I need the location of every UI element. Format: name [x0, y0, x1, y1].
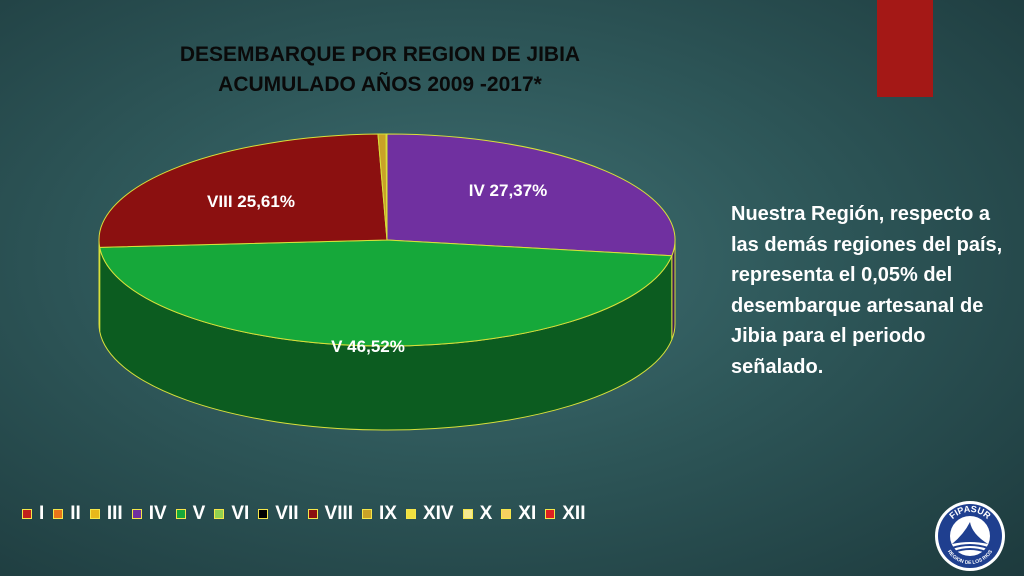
legend-label: VIII: [324, 503, 354, 524]
legend-swatch: [545, 509, 556, 519]
legend-item-v: V: [175, 503, 206, 525]
pie-slice-iv: [386, 133, 676, 257]
legend-label: V: [192, 503, 206, 524]
legend-label: X: [479, 503, 493, 524]
red-accent-tab: [877, 0, 933, 97]
legend-label: I: [39, 503, 45, 524]
legend-swatch: [258, 509, 269, 519]
legend-label: VI: [231, 503, 250, 524]
legend-swatch: [89, 509, 100, 519]
pie-side-viii: [98, 239, 101, 332]
chart-title: DESEMBARQUE POR REGION DE JIBIA ACUMULAD…: [100, 40, 660, 100]
legend-item-xii: XII: [545, 503, 585, 525]
legend-label: VII: [275, 503, 299, 524]
legend-swatch: [362, 509, 373, 519]
legend-label: XIV: [422, 503, 454, 524]
legend-label: XII: [562, 503, 586, 524]
legend-swatch: [214, 509, 225, 519]
legend-label: IX: [379, 503, 397, 524]
pie-slice-v: [99, 239, 673, 347]
legend-item-ix: IX: [362, 503, 397, 525]
legend-swatch: [53, 509, 64, 519]
legend-item-iv: IV: [131, 503, 167, 525]
legend-label: XI: [518, 503, 537, 524]
legend-item-ii: II: [53, 503, 81, 525]
svg-text:FIPASUR: FIPASUR: [947, 504, 993, 521]
region-note: Nuestra Región, respecto a las demás reg…: [731, 203, 1003, 378]
legend-swatch: [307, 509, 318, 519]
legend-item-vi: VI: [214, 503, 249, 525]
chart-title-line2: ACUMULADO AÑOS 2009 -2017*: [218, 73, 542, 96]
pie-slice-xiv: [385, 133, 388, 241]
legend-label: II: [70, 503, 81, 524]
legend-item-i: I: [22, 503, 44, 525]
legend-swatch: [501, 509, 512, 519]
chart-title-line1: DESEMBARQUE POR REGION DE JIBIA: [179, 43, 581, 66]
legend-swatch: [22, 509, 32, 519]
legend-item-vii: VII: [258, 503, 299, 525]
fipasur-logo: FIPASUR REGION DE LOS RIOS: [935, 501, 1005, 571]
legend-swatch: [462, 509, 473, 519]
chart-legend: I II III IV V VI VII VIII IX XIV X XI XII: [22, 502, 594, 526]
data-label-iv: IV 27,37%: [469, 181, 547, 200]
logo-name: FIPASUR: [947, 504, 993, 521]
legend-swatch: [131, 509, 142, 519]
legend-item-viii: VIII: [307, 503, 354, 525]
legend-label: III: [106, 503, 123, 524]
pie-slice-viii: [98, 133, 388, 248]
legend-swatch: [175, 509, 186, 519]
legend-item-xi: XI: [501, 503, 536, 525]
legend-label: IV: [148, 503, 167, 524]
legend-item-x: X: [462, 503, 493, 525]
data-label-viii: VIII 25,61%: [207, 192, 295, 211]
legend-item-xiv: XIV: [405, 503, 454, 525]
legend-swatch: [405, 509, 416, 519]
data-label-v: V 46,52%: [331, 337, 405, 356]
legend-item-iii: III: [89, 503, 123, 525]
